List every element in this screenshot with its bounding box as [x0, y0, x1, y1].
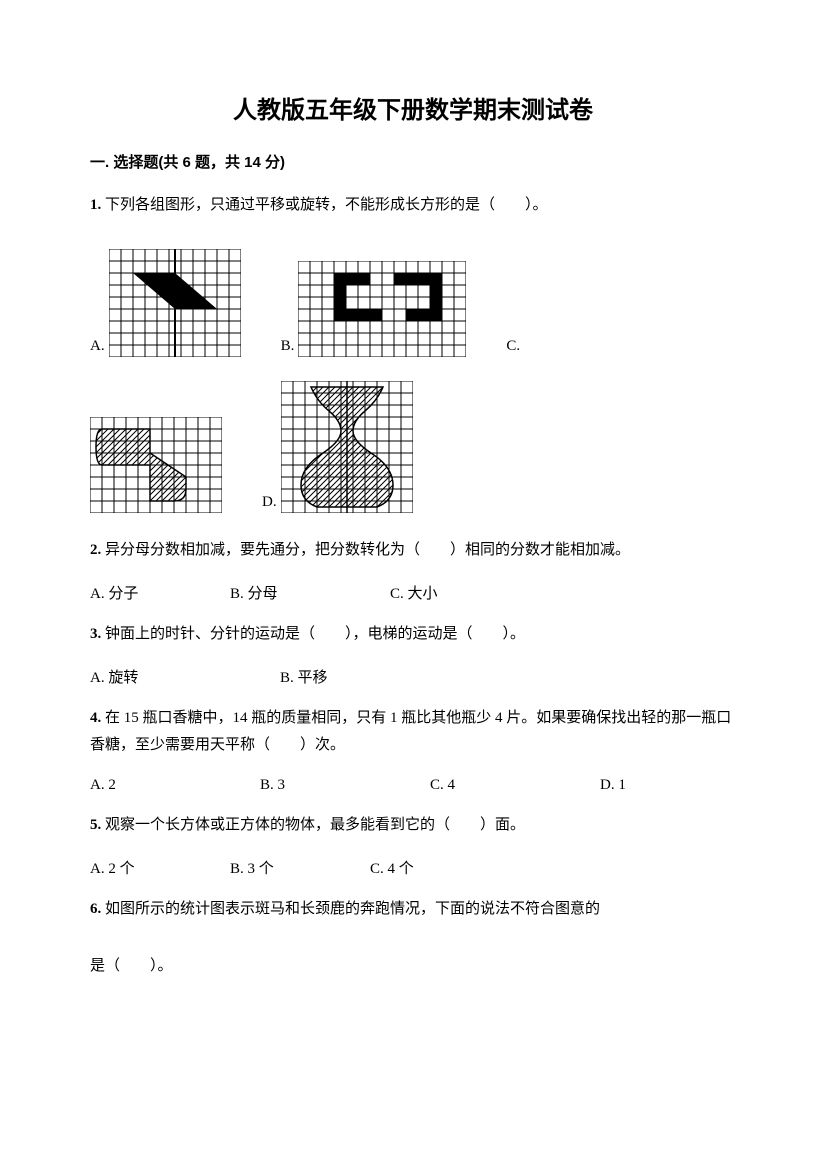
figure-a-grid	[109, 249, 241, 357]
q6-num: 6.	[90, 901, 101, 917]
figure-c-label-block: C.	[506, 338, 524, 357]
q2-opt-a: A. 分子	[90, 582, 230, 603]
q5-text: 观察一个长方体或正方体的物体，最多能看到它的（ ）面。	[105, 817, 525, 833]
q4-text: 在 15 瓶口香糖中，14 瓶的质量相同，只有 1 瓶比其他瓶少 4 片。如果要…	[90, 710, 731, 753]
q3-opt-a: A. 旋转	[90, 666, 280, 687]
figure-b-block: B.	[281, 261, 467, 357]
q3-text: 钟面上的时针、分针的运动是（ ），电梯的运动是（ ）。	[105, 626, 525, 642]
question-1: 1. 下列各组图形，只通过平移或旋转，不能形成长方形的是（ ）。	[90, 192, 736, 219]
option-c-label: C.	[506, 338, 520, 357]
q3-opt-b: B. 平移	[280, 666, 328, 687]
q5-options: A. 2 个 B. 3 个 C. 4 个	[90, 857, 736, 878]
figure-b-grid	[298, 261, 466, 357]
q4-opt-c: C. 4	[430, 777, 600, 794]
section-1-header: 一. 选择题(共 6 题，共 14 分)	[90, 151, 736, 172]
q1-figures-row-2: D.	[90, 381, 736, 513]
q3-options: A. 旋转 B. 平移	[90, 666, 736, 687]
q3-num: 3.	[90, 626, 101, 642]
q1-text: 下列各组图形，只通过平移或旋转，不能形成长方形的是（ ）。	[105, 197, 548, 213]
figure-c-block	[90, 417, 222, 513]
q1-figures-row-1: A. B.	[90, 249, 736, 357]
q5-opt-b: B. 3 个	[230, 857, 370, 878]
question-3: 3. 钟面上的时针、分针的运动是（ ），电梯的运动是（ ）。	[90, 621, 736, 648]
q2-opt-c: C. 大小	[390, 582, 438, 603]
question-6: 6. 如图所示的统计图表示斑马和长颈鹿的奔跑情况，下面的说法不符合图意的	[90, 896, 736, 923]
q6-text-part2: 是（ ）。	[90, 958, 173, 974]
q5-opt-c: C. 4 个	[370, 857, 414, 878]
q4-opt-a: A. 2	[90, 777, 260, 794]
q4-opt-d: D. 1	[600, 777, 626, 794]
q2-text: 异分母分数相加减，要先通分，把分数转化为（ ）相同的分数才能相加减。	[105, 542, 630, 558]
option-d-label: D.	[262, 494, 277, 513]
q2-opt-b: B. 分母	[230, 582, 390, 603]
option-b-label: B.	[281, 338, 295, 357]
q2-options: A. 分子 B. 分母 C. 大小	[90, 582, 736, 603]
question-5: 5. 观察一个长方体或正方体的物体，最多能看到它的（ ）面。	[90, 812, 736, 839]
q5-opt-a: A. 2 个	[90, 857, 230, 878]
figure-d-block: D.	[262, 381, 413, 513]
q4-num: 4.	[90, 710, 101, 726]
figure-a-block: A.	[90, 249, 241, 357]
figure-d-grid	[281, 381, 413, 513]
question-6-cont: 是（ ）。	[90, 953, 736, 980]
question-2: 2. 异分母分数相加减，要先通分，把分数转化为（ ）相同的分数才能相加减。	[90, 537, 736, 564]
q2-num: 2.	[90, 542, 101, 558]
q1-num: 1.	[90, 197, 101, 213]
q5-num: 5.	[90, 817, 101, 833]
question-4: 4. 在 15 瓶口香糖中，14 瓶的质量相同，只有 1 瓶比其他瓶少 4 片。…	[90, 705, 736, 759]
q6-text-part1: 如图所示的统计图表示斑马和长颈鹿的奔跑情况，下面的说法不符合图意的	[105, 901, 600, 917]
exam-title: 人教版五年级下册数学期末测试卷	[90, 90, 736, 125]
option-a-label: A.	[90, 338, 105, 357]
q4-opt-b: B. 3	[260, 777, 430, 794]
figure-c-grid	[90, 417, 222, 513]
q4-options: A. 2 B. 3 C. 4 D. 1	[90, 777, 736, 794]
